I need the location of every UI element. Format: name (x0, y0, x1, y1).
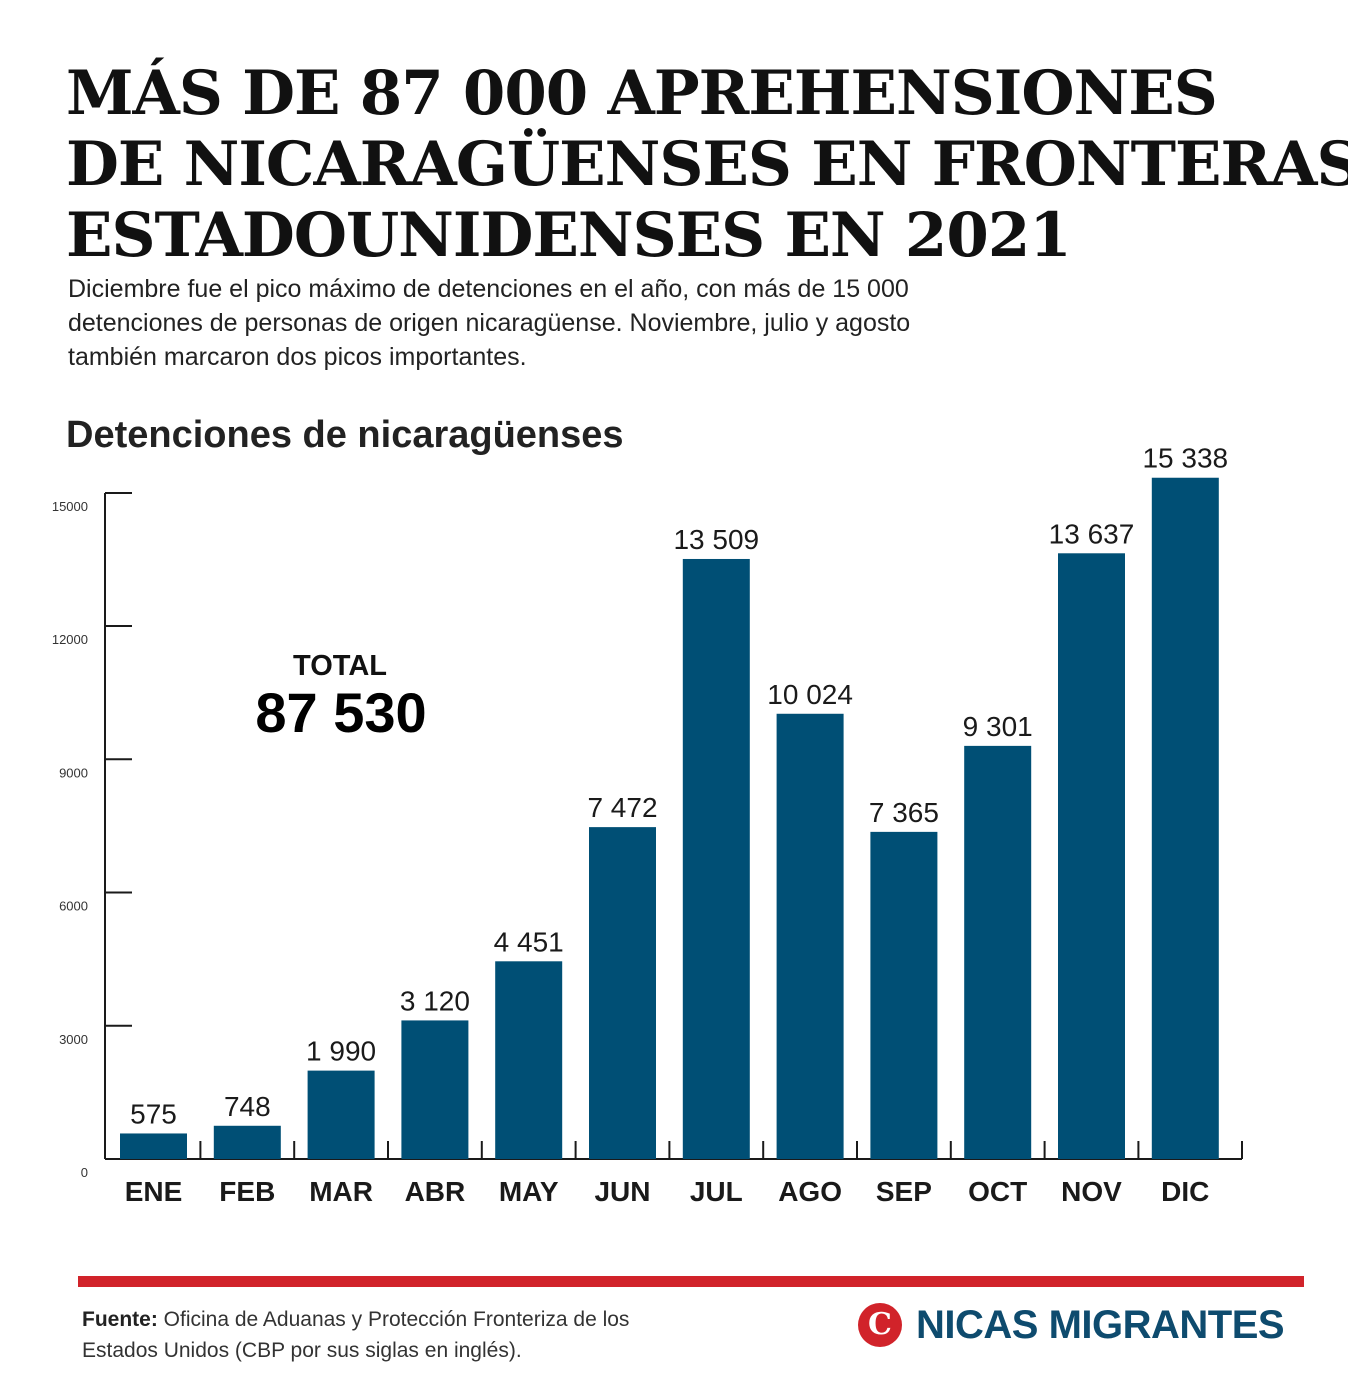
x-tick-label: NOV (1061, 1176, 1122, 1207)
x-tick-label: MAY (499, 1176, 559, 1207)
bar (682, 558, 750, 1159)
total-value: 87 530 (255, 681, 427, 744)
page-title: MÁS DE 87 000 APREHENSIONES DE NICARAGÜE… (66, 58, 1348, 271)
bar-value-label: 9 301 (963, 711, 1033, 742)
source-note: Fuente: Oficina de Aduanas y Protección … (82, 1304, 782, 1366)
source-text-1: Oficina de Aduanas y Protección Fronteri… (163, 1308, 630, 1331)
source-text-2: Estados Unidos (CBP por sus siglas en in… (82, 1339, 522, 1362)
title-line-1: MÁS DE 87 000 APREHENSIONES (66, 58, 1218, 129)
x-tick-label: AGO (778, 1176, 842, 1207)
bar (589, 827, 656, 1159)
bar-value-label: 3 120 (400, 985, 470, 1016)
bar-value-label: 7 472 (587, 792, 657, 823)
bar (495, 961, 563, 1159)
bar-value-label: 13 637 (1049, 518, 1135, 549)
y-tick-label: 9000 (59, 765, 88, 780)
y-tick-label: 15000 (52, 499, 88, 514)
y-tick-label: 6000 (59, 899, 88, 914)
bar-value-label: 575 (130, 1098, 177, 1129)
source-label: Fuente: (82, 1308, 158, 1331)
bar (307, 1070, 375, 1159)
nicas-migrantes-logo-icon: C (858, 1303, 902, 1347)
brand: C NICAS MIGRANTES (858, 1300, 1285, 1350)
x-tick-label: FEB (219, 1176, 275, 1207)
bar (1058, 553, 1125, 1159)
subtitle-line-2: detenciones de personas de origen nicara… (68, 309, 911, 337)
bar (213, 1125, 281, 1159)
bar-value-label: 4 451 (494, 926, 564, 957)
title-line-2: DE NICARAGÜENSES EN FRONTERAS (66, 129, 1348, 200)
total-label: TOTAL (293, 650, 387, 682)
x-tick-label: JUL (690, 1176, 743, 1207)
y-tick-label: 0 (81, 1165, 88, 1180)
x-tick-label: MAR (309, 1176, 373, 1207)
subtitle-line-3: también marcaron dos picos importantes. (68, 343, 527, 371)
bar-value-label: 7 365 (869, 797, 939, 828)
chart-title: Detenciones de nicaragüenses (66, 414, 624, 456)
source-line-1: Fuente: Oficina de Aduanas y Protección … (82, 1304, 782, 1335)
x-tick-label: SEP (876, 1176, 932, 1207)
bar (964, 745, 1032, 1159)
y-tick-label: 3000 (59, 1032, 88, 1047)
title-line-3: ESTADOUNIDENSES EN 2021 (66, 200, 1072, 271)
bar-value-label: 748 (224, 1091, 271, 1122)
bar (1151, 477, 1219, 1159)
bar-value-label: 10 024 (767, 679, 853, 710)
y-tick-label: 12000 (52, 632, 88, 647)
x-tick-label: DIC (1161, 1176, 1209, 1207)
bar (120, 1133, 187, 1159)
x-tick-label: ENE (125, 1176, 183, 1207)
bar (401, 1020, 469, 1159)
bar (870, 831, 938, 1159)
x-tick-label: OCT (968, 1176, 1027, 1207)
footer-divider (78, 1276, 1304, 1287)
bar (776, 713, 844, 1159)
subtitle-line-1: Diciembre fue el pico máximo de detencio… (68, 275, 909, 303)
bar-value-label: 1 990 (306, 1036, 376, 1067)
x-tick-label: JUN (594, 1176, 650, 1207)
brand-name: NICAS MIGRANTES (916, 1302, 1285, 1347)
bar-value-label: 15 338 (1142, 443, 1228, 474)
subtitle: Diciembre fue el pico máximo de detencio… (68, 272, 968, 374)
bar-value-label: 13 509 (673, 524, 759, 555)
x-tick-label: ABR (405, 1176, 466, 1207)
